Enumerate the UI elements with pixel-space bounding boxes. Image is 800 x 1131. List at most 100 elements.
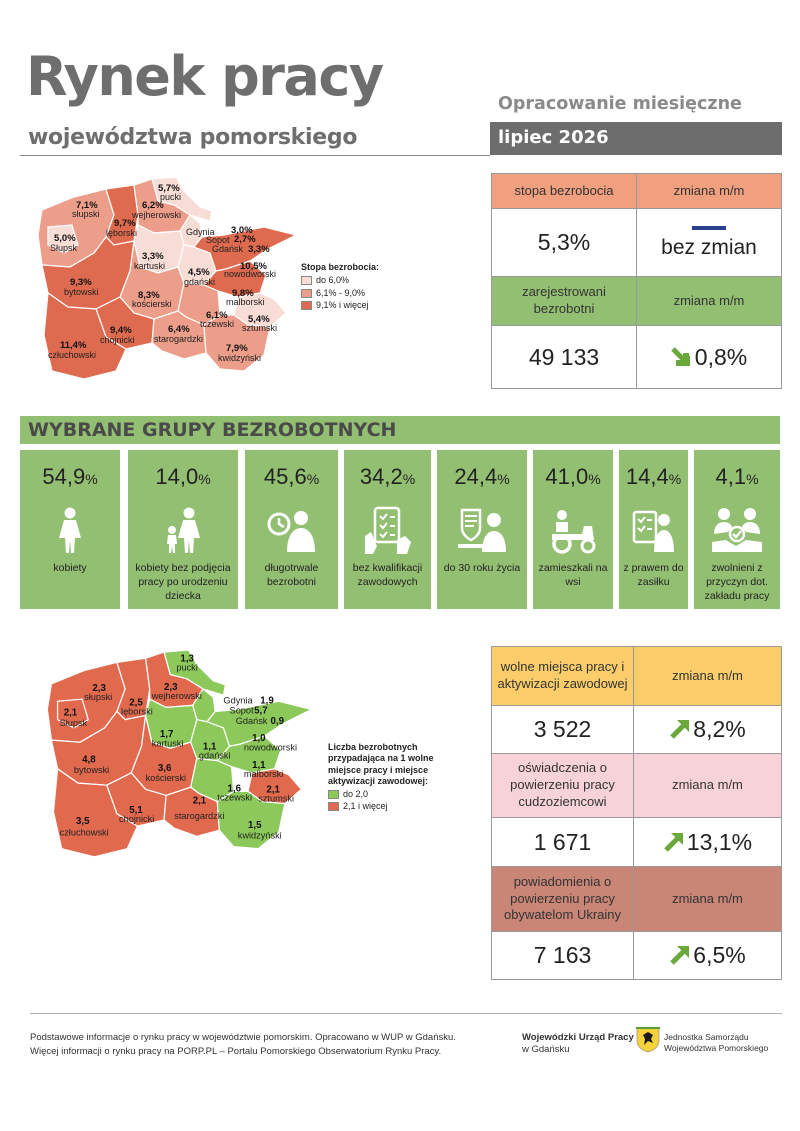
map2-name-nowodworski: nowodworski bbox=[244, 742, 297, 752]
dismissal-handshake-icon bbox=[712, 508, 762, 552]
map2-value-tczewski: 1,6 bbox=[228, 783, 242, 794]
group-value-unit: % bbox=[198, 471, 211, 487]
map1-value-malborski: 9,8% bbox=[232, 288, 254, 299]
map1-name-chojnicki: chojnicki bbox=[100, 335, 135, 345]
mother-child-icon bbox=[167, 507, 200, 553]
group-value: 54,9% bbox=[20, 464, 120, 490]
map1-value-nowodworski: 10,5% bbox=[240, 261, 267, 272]
map1-name-gdansk: Gdańsk bbox=[212, 244, 244, 254]
group-value-number: 4,1 bbox=[715, 464, 747, 489]
group-label: z prawem do zasiłku bbox=[623, 562, 684, 588]
map1-legend-swatch-low bbox=[301, 276, 312, 286]
map2-name-leborski: lęborski bbox=[121, 707, 153, 717]
group-value: 34,2% bbox=[344, 464, 431, 490]
map2-name-pucki: pucki bbox=[176, 663, 198, 673]
group-value: 14,0% bbox=[128, 464, 238, 490]
notifications-value: 7 163 bbox=[491, 931, 634, 980]
footer-info: Podstawowe informacje o rynku pracy w wo… bbox=[30, 1031, 500, 1060]
offers-table: wolne miejsca pracy i aktywizacji zawodo… bbox=[491, 646, 782, 980]
map1-name-czluchowski: człuchowski bbox=[48, 350, 96, 360]
registered-change-header: zmiana m/m bbox=[636, 276, 782, 326]
map1-value-kwidzynski: 7,9% bbox=[226, 343, 248, 354]
map1-name-kwidzynski: kwidzyński bbox=[218, 353, 261, 363]
map2-value-bytowski: 4,8 bbox=[82, 755, 96, 766]
notifications-change-cell: 6,5% bbox=[633, 931, 782, 980]
map1-value-koscierski: 8,3% bbox=[138, 290, 160, 301]
footer-line-1: Podstawowe informacje o rynku pracy w wo… bbox=[30, 1032, 456, 1043]
group-value-unit: % bbox=[668, 471, 682, 487]
registered-value: 49 133 bbox=[491, 325, 637, 389]
group-value-number: 45,6 bbox=[263, 464, 307, 489]
woman-icon bbox=[59, 507, 81, 553]
group-value-number: 14,0 bbox=[155, 464, 199, 489]
group-value-number: 41,0 bbox=[545, 464, 589, 489]
region-slupsk bbox=[56, 698, 90, 729]
map2-name-tczewski: tczewski bbox=[217, 793, 252, 803]
map2-value-kartuski: 1,7 bbox=[160, 729, 174, 740]
group-label: zwolnieni z przyczyn dot. zakładu pracy bbox=[704, 562, 770, 602]
notifications-header: powiadomienia o powierzeniu pracy obywat… bbox=[491, 866, 634, 932]
region-czluchowski bbox=[43, 291, 127, 380]
group-tile-longterm: 45,6% długotrwale bezrobotni bbox=[245, 450, 338, 609]
map2-name-slupski: słupski bbox=[84, 692, 112, 702]
declarations-change-header: zmiana m/m bbox=[633, 753, 782, 818]
vacancies-value: 3 522 bbox=[491, 705, 634, 754]
arrow-up-right-icon bbox=[664, 832, 683, 852]
map1-value-sztumski: 5,4% bbox=[248, 314, 270, 325]
map2-value-chojnicki: 5,1 bbox=[129, 805, 143, 816]
map2-name-slupsk: Słupsk bbox=[60, 718, 88, 728]
group-value-number: 34,2 bbox=[359, 464, 403, 489]
map2-value-czluchowski: 3,5 bbox=[76, 816, 90, 827]
arrow-up-right-icon bbox=[670, 720, 690, 739]
arrow-up-right-icon bbox=[670, 946, 690, 965]
map1-value-gdansk: 3,3% bbox=[248, 244, 270, 255]
map1-name-gdynia: Gdynia bbox=[186, 227, 215, 237]
map1-name-sztumski: sztumski bbox=[242, 323, 277, 333]
map1-name-kartuski: kartuski bbox=[134, 261, 165, 271]
map2-value-sztumski: 2,1 bbox=[266, 784, 280, 795]
map2-name-starogardzki: starogardzki bbox=[174, 811, 224, 821]
groups-title: WYBRANE GRUPY BEZROBOTNYCH bbox=[20, 416, 780, 444]
map1-legend: Stopa bezrobocia: do 6,0% 6,1% - 9,0% 9,… bbox=[301, 262, 411, 311]
map2-name-koscierski: kościerski bbox=[146, 773, 186, 783]
notifications-change-header: zmiana m/m bbox=[633, 866, 782, 932]
map2-legend-high: 2,1 i więcej bbox=[343, 801, 388, 812]
map2-name-sztumski: sztumski bbox=[258, 794, 294, 804]
vacancies-change: 8,2% bbox=[693, 716, 746, 742]
region-czluchowski bbox=[52, 767, 139, 858]
map2-value-gdansk: 0,9 bbox=[271, 716, 285, 727]
map1-value-gdynia: 3,0% bbox=[231, 225, 253, 236]
map1-legend-title: Stopa bezrobocia: bbox=[301, 262, 380, 272]
map2-legend: Liczba bezrobotnych przypadająca na 1 wo… bbox=[328, 742, 468, 813]
wup-logo-name: Wojewódzki Urząd Pracy bbox=[522, 1032, 634, 1043]
map1-value-sopot: 2,7% bbox=[234, 234, 256, 245]
group-value-unit: % bbox=[588, 471, 601, 487]
region-slupsk bbox=[47, 224, 79, 254]
group-tile-under-30: 24,4% do 30 roku życia bbox=[437, 450, 527, 609]
map2-value-kwidzynski: 1,5 bbox=[248, 820, 262, 831]
map2-labels: 2,3 słupski 2,1 Słupsk 2,5 lęborski 1,3 … bbox=[60, 653, 297, 840]
map1-legend-swatch-high bbox=[301, 300, 312, 310]
group-value: 45,6% bbox=[245, 464, 338, 490]
declarations-change-cell: 13,1% bbox=[633, 817, 782, 867]
map2-value-slupski: 2,3 bbox=[92, 683, 106, 694]
map2-legend-title: Liczba bezrobotnych przypadająca na 1 wo… bbox=[328, 742, 434, 786]
unemployment-rate-map: 7,1% słupski 5,0% Słupsk 9,7% lęborski 5… bbox=[37, 176, 298, 380]
unemployed-per-offer-map: 2,3 słupski 2,1 Słupsk 2,5 lęborski 1,3 … bbox=[46, 649, 314, 858]
map2-value-nowodworski: 1,0 bbox=[252, 733, 266, 744]
arrow-down-right-icon bbox=[671, 346, 690, 366]
map1-name-slupski: słupski bbox=[72, 209, 100, 219]
title-divider bbox=[20, 155, 490, 156]
map1-value-bytowski: 9,3% bbox=[70, 277, 92, 288]
unemployment-table: stopa bezrobocia zmiana m/m 5,3% bez zmi… bbox=[491, 173, 782, 389]
map1-value-starogardzki: 6,4% bbox=[168, 324, 190, 335]
map1-name-koscierski: kościerski bbox=[132, 299, 172, 309]
map1-name-gdanski: gdański bbox=[184, 277, 215, 287]
map1-name-sopot: Sopot bbox=[206, 235, 230, 245]
map1-value-tczewski: 6,1% bbox=[206, 310, 228, 321]
map2-name-chojnicki: chojnicki bbox=[119, 814, 154, 824]
page-title: Rynek pracy bbox=[26, 45, 384, 108]
declarations-header: oświadczenia o powierzeniu pracy cudzozi… bbox=[491, 753, 634, 818]
group-value: 41,0% bbox=[533, 464, 613, 490]
map2-value-leborski: 2,5 bbox=[129, 697, 143, 708]
